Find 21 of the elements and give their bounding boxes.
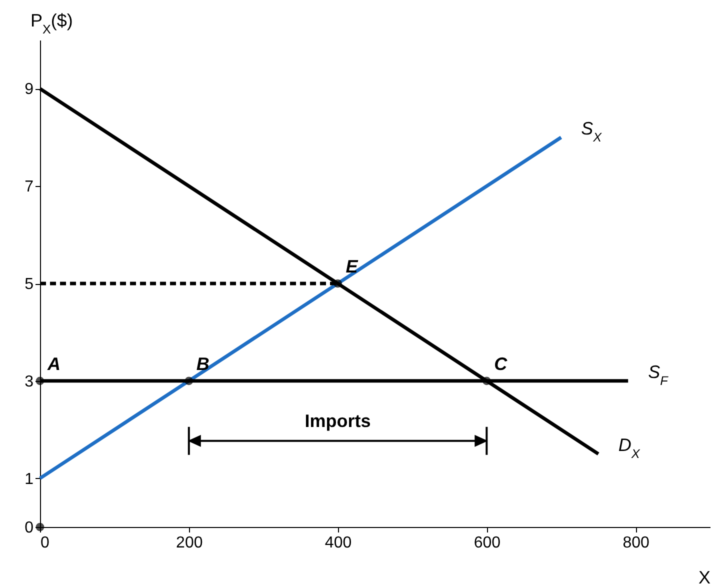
- x-tick-label: 0: [40, 534, 50, 552]
- annotation: E: [346, 256, 359, 276]
- x-tick-label: 400: [324, 534, 352, 552]
- y-tick-label: 0: [24, 520, 34, 536]
- x-tick-label: 800: [622, 534, 650, 552]
- annotation: A: [46, 354, 60, 374]
- series-label: S$_{X}$: [581, 118, 602, 144]
- y-tick-label: 5: [24, 276, 34, 293]
- y-tick-label: 3: [24, 373, 34, 390]
- y-tick-label: 9: [24, 81, 34, 98]
- y-axis-title: P$_{X}$($): [30, 10, 73, 36]
- series-label: S$_{F}$: [648, 362, 670, 388]
- annotation: B: [196, 354, 210, 374]
- annotation: Imports: [304, 410, 371, 431]
- x-tick-label: 600: [474, 534, 501, 552]
- series-label: D$_{X}$: [618, 434, 640, 461]
- y-tick-label: 7: [24, 178, 34, 196]
- x-tick-label: 200: [176, 534, 203, 552]
- y-tick-label: 1: [24, 470, 34, 488]
- annotation: C: [494, 354, 508, 374]
- x-axis-title: X: [698, 568, 710, 588]
